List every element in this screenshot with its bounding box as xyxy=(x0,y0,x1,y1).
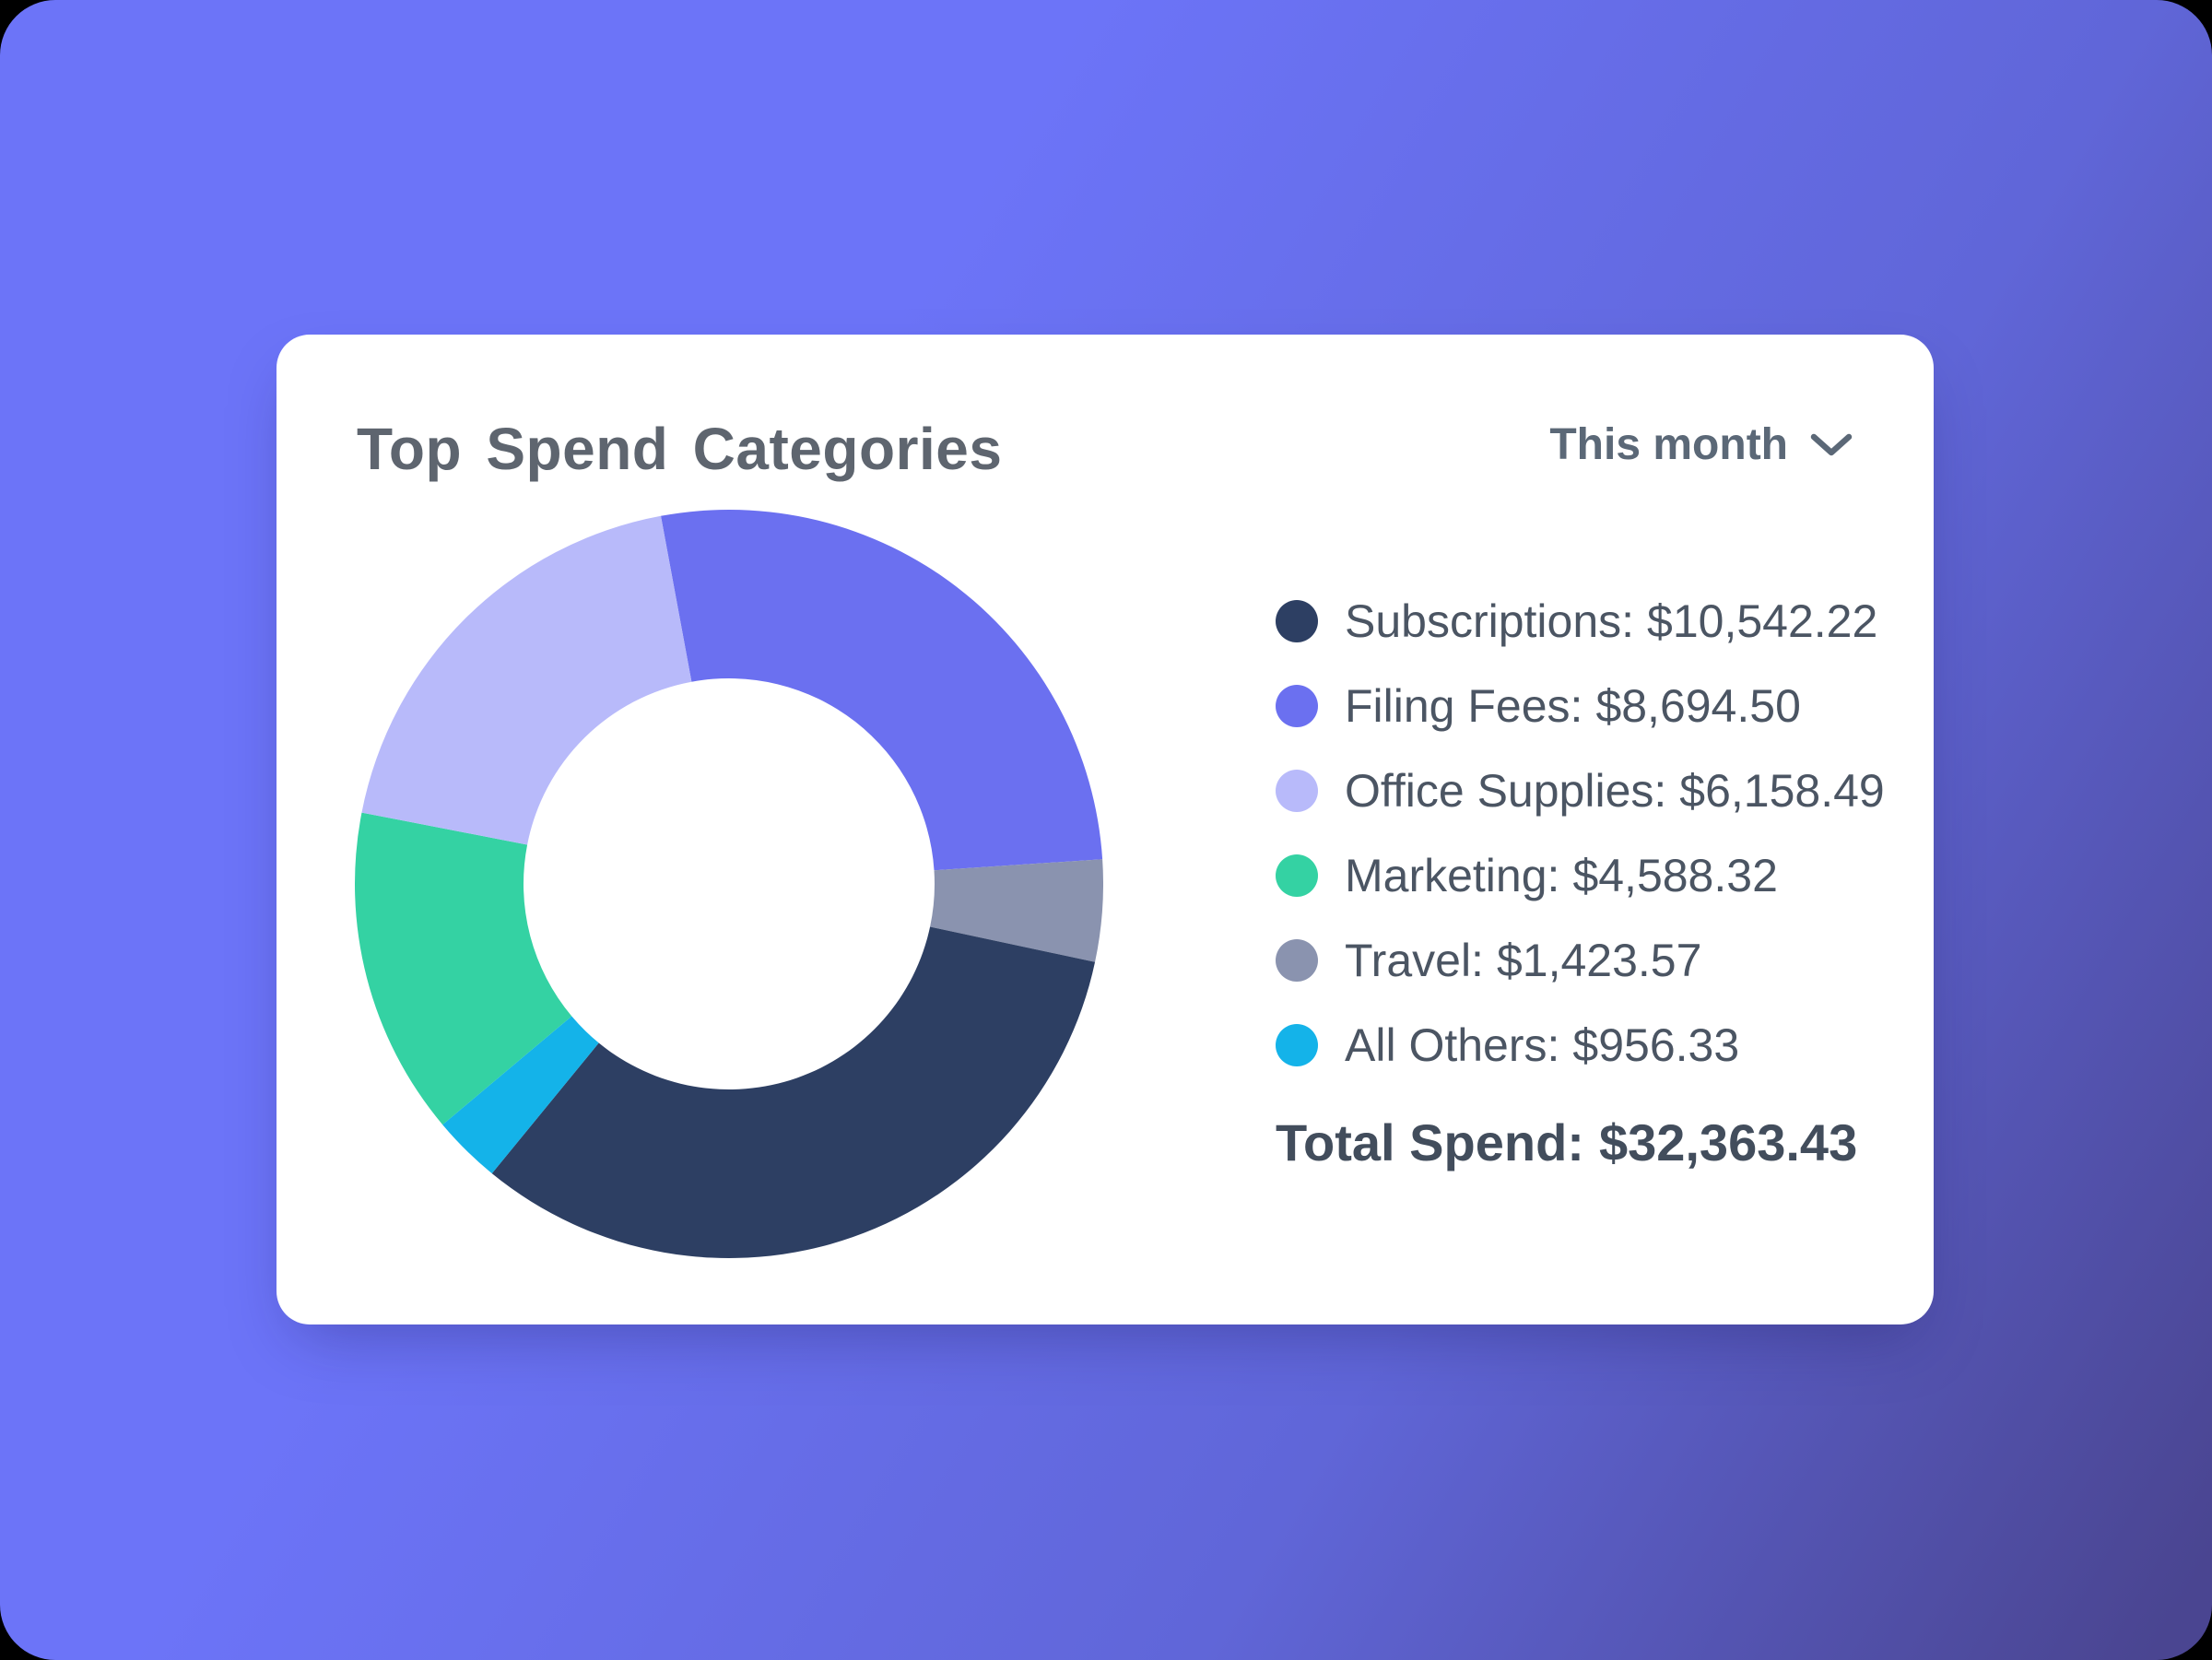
legend-value: $6,158.49 xyxy=(1679,765,1885,817)
legend-label: Filing Fees: xyxy=(1345,680,1583,732)
legend-value: $10,542.22 xyxy=(1647,595,1878,647)
legend: Subscriptions: $10,542.22 Filing Fees: $8,6… xyxy=(1276,594,1885,1073)
legend-value: $8,694.50 xyxy=(1595,680,1801,732)
legend-color-dot xyxy=(1276,770,1318,812)
total-spend-value: $32,363.43 xyxy=(1598,1113,1858,1171)
total-spend: Total Spend: $32,363.43 xyxy=(1276,1113,1857,1172)
donut-chart xyxy=(355,510,1103,1258)
donut-segment-office-supplies[interactable] xyxy=(361,515,692,845)
legend-color-dot xyxy=(1276,854,1318,897)
legend-item-marketing: Marketing: $4,588.32 xyxy=(1276,848,1885,903)
legend-color-dot xyxy=(1276,685,1318,727)
legend-value: $956.33 xyxy=(1572,1019,1740,1071)
legend-item-filing-fees: Filing Fees: $8,694.50 xyxy=(1276,678,1885,734)
legend-item-travel: Travel: $1,423.57 xyxy=(1276,933,1885,988)
spend-categories-card: Top Spend Categories This month Subscrip… xyxy=(276,335,1934,1324)
donut-segment-subscriptions[interactable] xyxy=(491,926,1096,1258)
legend-item-subscriptions: Subscriptions: $10,542.22 xyxy=(1276,594,1885,649)
donut-segment-marketing[interactable] xyxy=(355,812,572,1125)
card-title: Top Spend Categories xyxy=(357,416,1003,482)
period-dropdown[interactable]: This month xyxy=(1549,419,1853,471)
donut-segment-filing-fees[interactable] xyxy=(661,510,1103,871)
legend-label: Marketing: xyxy=(1345,850,1560,901)
donut-segment-all-others[interactable] xyxy=(442,1016,599,1174)
legend-label: Subscriptions: xyxy=(1345,595,1635,647)
donut-chart-svg xyxy=(355,510,1103,1258)
total-spend-label: Total Spend: xyxy=(1276,1113,1584,1171)
legend-value: $1,423.57 xyxy=(1496,935,1702,986)
legend-color-dot xyxy=(1276,939,1318,982)
legend-label: Travel: xyxy=(1345,935,1484,986)
legend-value: $4,588.32 xyxy=(1572,850,1778,901)
legend-color-dot xyxy=(1276,1024,1318,1066)
legend-label: Office Supplies: xyxy=(1345,765,1667,817)
chevron-down-icon xyxy=(1810,433,1853,456)
donut-segment-travel[interactable] xyxy=(930,859,1103,962)
legend-color-dot xyxy=(1276,600,1318,642)
period-dropdown-label: This month xyxy=(1549,420,1788,469)
legend-item-office-supplies: Office Supplies: $6,158.49 xyxy=(1276,763,1885,818)
legend-label: All Others: xyxy=(1345,1019,1560,1071)
legend-item-all-others: All Others: $956.33 xyxy=(1276,1018,1885,1073)
